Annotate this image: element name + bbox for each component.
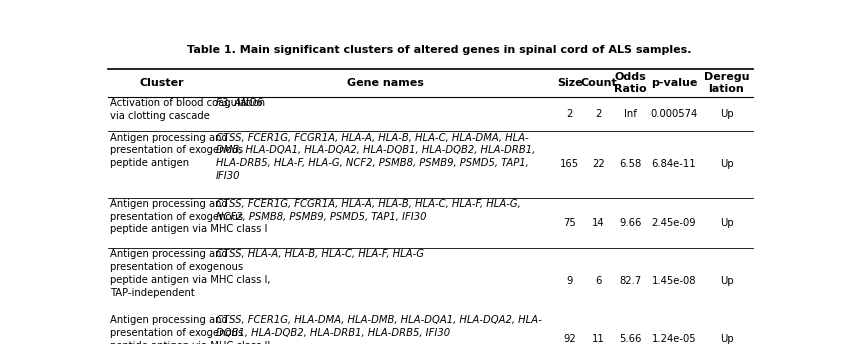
Text: 9.66: 9.66 bbox=[620, 218, 642, 228]
Text: p-value: p-value bbox=[650, 78, 698, 88]
Text: Antigen processing and
presentation of exogenous
peptide antigen: Antigen processing and presentation of e… bbox=[110, 133, 243, 168]
Text: CTSS, FCER1G, HLA-DMA, HLA-DMB, HLA-DQA1, HLA-DQA2, HLA-
DQB1, HLA-DQB2, HLA-DRB: CTSS, FCER1G, HLA-DMA, HLA-DMB, HLA-DQA1… bbox=[216, 315, 542, 338]
Text: 1.45e-08: 1.45e-08 bbox=[651, 276, 696, 286]
Text: CTSS, FCER1G, FCGR1A, HLA-A, HLA-B, HLA-C, HLA-DMA, HLA-
DMB, HLA-DQA1, HLA-DQA2: CTSS, FCER1G, FCGR1A, HLA-A, HLA-B, HLA-… bbox=[216, 133, 536, 181]
Text: Antigen processing and
presentation of exogenous
peptide antigen via MHC class I: Antigen processing and presentation of e… bbox=[110, 249, 270, 298]
Text: Table 1. Main significant clusters of altered genes in spinal cord of ALS sample: Table 1. Main significant clusters of al… bbox=[187, 45, 692, 55]
Text: 2: 2 bbox=[566, 109, 573, 119]
Text: CTSS, HLA-A, HLA-B, HLA-C, HLA-F, HLA-G: CTSS, HLA-A, HLA-B, HLA-C, HLA-F, HLA-G bbox=[216, 249, 424, 259]
Text: Count: Count bbox=[580, 78, 617, 88]
Text: 82.7: 82.7 bbox=[620, 276, 642, 286]
Text: 75: 75 bbox=[563, 218, 576, 228]
Text: Antigen processing and
presentation of exogenous
peptide antigen via MHC class I: Antigen processing and presentation of e… bbox=[110, 199, 267, 235]
Text: Odds
Ratio: Odds Ratio bbox=[614, 72, 647, 94]
Text: 1.24e-05: 1.24e-05 bbox=[651, 334, 696, 344]
Text: 6.58: 6.58 bbox=[620, 160, 642, 170]
Text: Cluster: Cluster bbox=[140, 78, 184, 88]
Text: 2: 2 bbox=[596, 109, 602, 119]
Text: Gene names: Gene names bbox=[346, 78, 423, 88]
Text: 14: 14 bbox=[592, 218, 605, 228]
Text: CTSS, FCER1G, FCGR1A, HLA-A, HLA-B, HLA-C, HLA-F, HLA-G,
NCF2, PSMB8, PSMB9, PSM: CTSS, FCER1G, FCGR1A, HLA-A, HLA-B, HLA-… bbox=[216, 199, 521, 222]
Text: 6.84e-11: 6.84e-11 bbox=[651, 160, 696, 170]
Text: 22: 22 bbox=[592, 160, 605, 170]
Text: Antigen processing and
presentation of exogenous
peptide antigen via MHC class I: Antigen processing and presentation of e… bbox=[110, 315, 270, 344]
Text: Up: Up bbox=[720, 276, 734, 286]
Text: 11: 11 bbox=[592, 334, 605, 344]
Text: Up: Up bbox=[720, 334, 734, 344]
Text: 165: 165 bbox=[560, 160, 579, 170]
Text: 6: 6 bbox=[596, 276, 602, 286]
Text: 5.66: 5.66 bbox=[620, 334, 642, 344]
Text: 2.45e-09: 2.45e-09 bbox=[651, 218, 696, 228]
Text: F3, ANO6: F3, ANO6 bbox=[216, 98, 263, 108]
Text: Inf: Inf bbox=[624, 109, 637, 119]
Text: Up: Up bbox=[720, 218, 734, 228]
Text: 9: 9 bbox=[566, 276, 573, 286]
Text: Deregu
lation: Deregu lation bbox=[704, 72, 749, 94]
Text: 92: 92 bbox=[563, 334, 576, 344]
Text: 0.000574: 0.000574 bbox=[650, 109, 698, 119]
Text: Size: Size bbox=[557, 78, 583, 88]
Text: Activation of blood coagulation
via clotting cascade: Activation of blood coagulation via clot… bbox=[110, 98, 265, 121]
Text: Up: Up bbox=[720, 109, 734, 119]
Text: Up: Up bbox=[720, 160, 734, 170]
